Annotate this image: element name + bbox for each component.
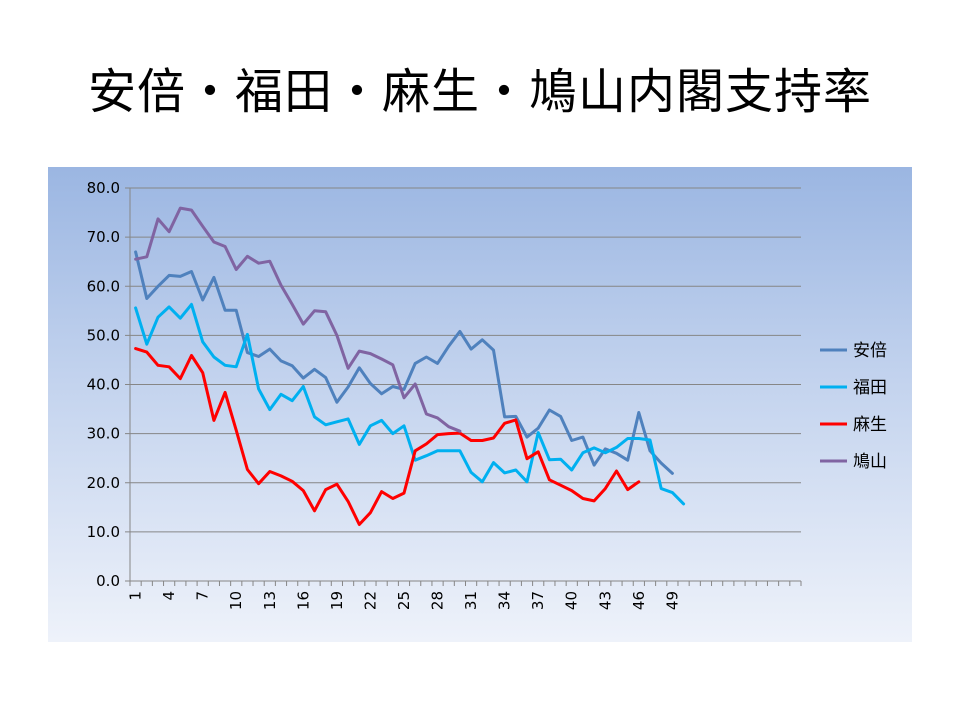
slide-title: 安倍・福田・麻生・鳩山内閣支持率 [87, 64, 872, 120]
x-tick-label: 37 [529, 591, 547, 610]
y-tick-label: 40.0 [87, 376, 120, 394]
x-tick-label: 19 [328, 591, 346, 610]
y-tick-label: 50.0 [87, 326, 120, 344]
series-line-4 [134, 206, 462, 433]
x-tick-label: 1 [127, 591, 145, 601]
legend-label: 福田 [853, 378, 887, 398]
x-tick-label: 13 [261, 591, 279, 610]
x-tick-label: 34 [496, 591, 514, 610]
series-line-3 [134, 347, 641, 526]
x-tick-label: 22 [361, 591, 379, 610]
y-tick-label: 60.0 [87, 277, 120, 295]
x-tick-label: 7 [194, 591, 212, 601]
y-tick-label: 70.0 [87, 228, 120, 246]
legend-label: 麻生 [853, 415, 887, 435]
x-tick-label: 43 [596, 591, 614, 610]
legend-label: 安倍 [853, 341, 887, 361]
chart-area: 0.0 10.0 20.0 30.0 40.0 50.0 60.0 70.0 80.0 1 4 7 10… [48, 167, 912, 642]
x-tick-label: 28 [429, 591, 447, 610]
y-tick-label: 30.0 [87, 425, 120, 443]
x-tick-label: 4 [160, 591, 178, 601]
y-tick-label: 20.0 [87, 474, 120, 492]
x-tick-label: 46 [630, 591, 648, 610]
line-chart: 0.0 10.0 20.0 30.0 40.0 50.0 60.0 70.0 80.0 1 4 7 10… [87, 179, 887, 610]
series-line-2 [134, 302, 686, 506]
y-tick-label: 0.0 [96, 572, 120, 590]
series-line-1 [134, 250, 674, 475]
x-tick-label: 16 [294, 591, 312, 610]
x-tick-label: 25 [395, 591, 413, 610]
x-tick-label: 31 [462, 591, 480, 610]
x-tick-label: 49 [663, 591, 681, 610]
y-tick-label: 80.0 [87, 179, 120, 197]
x-tick-label: 10 [227, 591, 245, 610]
legend-label: 鳩山 [853, 452, 887, 472]
x-tick-label: 40 [563, 591, 581, 610]
y-tick-label: 10.0 [87, 523, 120, 541]
